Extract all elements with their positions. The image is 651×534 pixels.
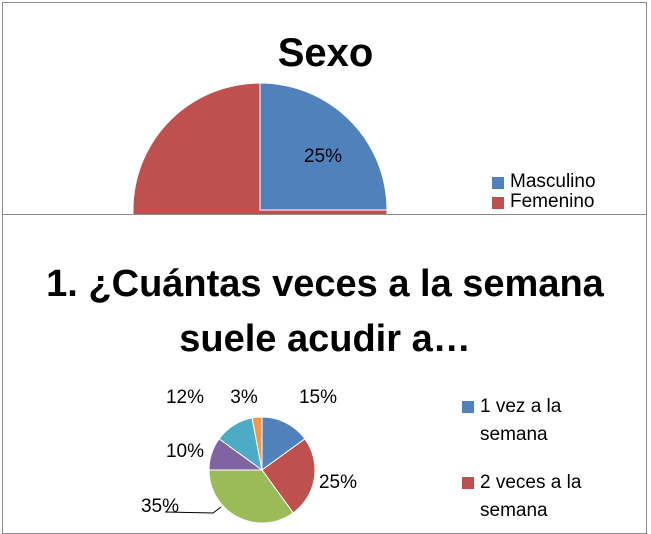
pie-slice: [251, 416, 263, 471]
data-label: 25%: [303, 146, 343, 167]
pie-slice: [261, 438, 316, 514]
legend-label: Femenino: [510, 191, 595, 212]
pie-slice: [259, 82, 388, 211]
legend-swatch: [462, 477, 474, 489]
leader-line: [164, 506, 222, 514]
pie-slice: [208, 469, 294, 524]
pie-slice: [132, 82, 388, 214]
data-label: 3%: [230, 387, 258, 408]
chart-title: Sexo: [277, 31, 374, 75]
pie-slice: [261, 416, 306, 471]
data-label: 10%: [165, 441, 205, 462]
legend-swatch: [492, 197, 504, 209]
data-label: 25%: [318, 472, 358, 493]
pie-area: [164, 416, 316, 524]
chart-frecuencia: 1. ¿Cuántas veces a la semana suele acud…: [2, 214, 647, 534]
legend-swatch: [492, 177, 504, 189]
chart-sexo: Sexo 25% Masculino Femenino: [2, 2, 647, 215]
legend-label: 2 veces a la semana: [480, 472, 582, 521]
pie-area: [132, 82, 388, 214]
legend-label: Masculino: [510, 171, 596, 192]
chart-title: 1. ¿Cuántas veces a la semana suele acud…: [46, 263, 604, 360]
data-label: 12%: [165, 387, 205, 408]
data-label: 15%: [298, 387, 338, 408]
legend-label: 1 vez a la semana: [480, 396, 562, 445]
legend-swatch: [462, 401, 474, 413]
data-label: 35%: [140, 496, 180, 517]
